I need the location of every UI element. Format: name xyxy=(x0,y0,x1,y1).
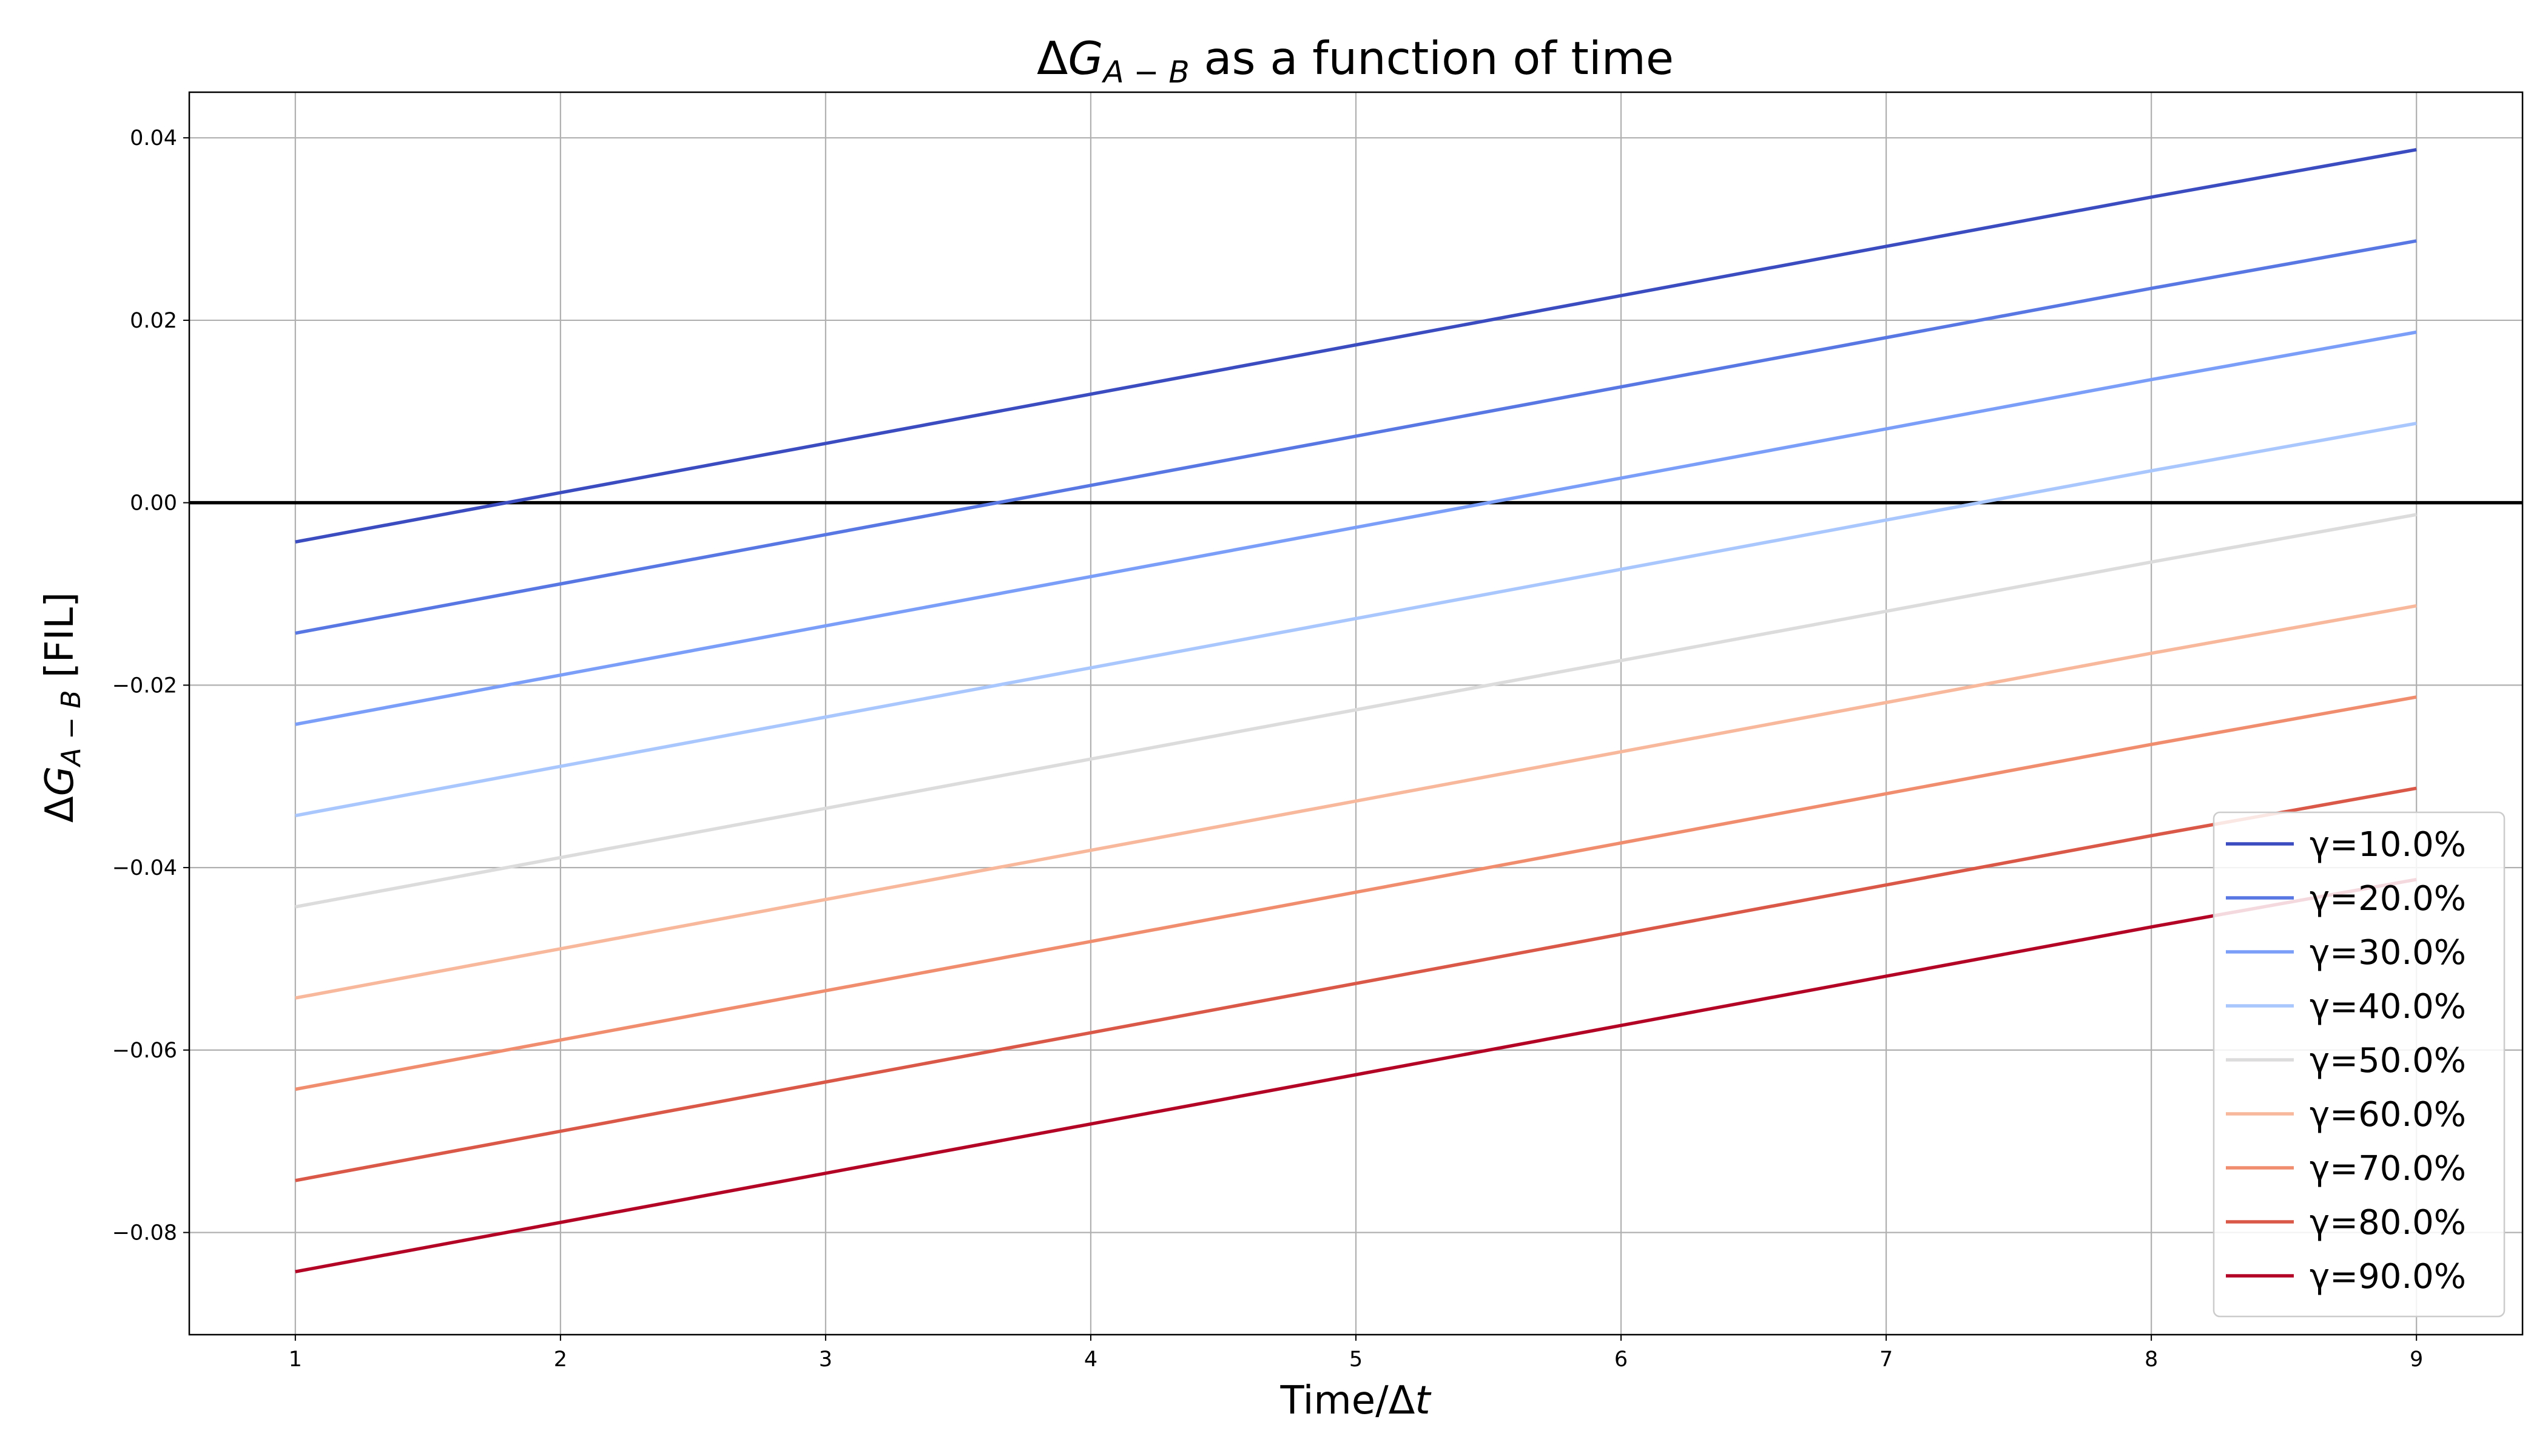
y-tick-label: −0.04 xyxy=(112,856,177,880)
x-tick-label: 7 xyxy=(1879,1347,1893,1372)
y-tick-label: −0.02 xyxy=(112,673,177,698)
legend-label: γ=60.0% xyxy=(2310,1095,2466,1134)
legend-label: γ=10.0% xyxy=(2310,825,2466,864)
y-tick-label: 0.02 xyxy=(130,309,177,333)
y-axis-ticks: 0.04 0.02 0.00 −0.02 −0.04 −0.06 −0.08 xyxy=(112,126,189,1245)
series-line xyxy=(295,877,2417,1273)
x-axis-ticks: 1 2 3 4 5 6 7 8 9 xyxy=(289,1335,2423,1372)
y-axis-title: ΔGA − B [FIL] xyxy=(38,592,87,823)
legend-label: γ=20.0% xyxy=(2310,879,2466,918)
legend-label: γ=40.0% xyxy=(2310,987,2466,1026)
series-lines xyxy=(295,147,2417,1273)
legend-label: γ=30.0% xyxy=(2310,933,2466,972)
series-line xyxy=(295,513,2417,909)
y-tick-label: 0.00 xyxy=(130,491,177,516)
legend: γ=10.0% γ=20.0% γ=30.0% γ=40.0% γ=50.0% γ=60.… xyxy=(2213,811,2506,1318)
series-line xyxy=(295,147,2417,544)
x-tick-label: 1 xyxy=(289,1347,302,1372)
y-tick-label: −0.08 xyxy=(112,1221,177,1245)
x-tick-label: 9 xyxy=(2410,1347,2423,1372)
series-line xyxy=(295,695,2417,1091)
legend-label: γ=50.0% xyxy=(2310,1041,2466,1080)
chart-title: ΔGA − B as a function of time xyxy=(1037,32,1674,90)
legend-label: γ=80.0% xyxy=(2310,1203,2466,1242)
x-axis-title: Time/Δt xyxy=(1279,1378,1432,1423)
grid-lines xyxy=(189,92,2523,1335)
x-tick-label: 8 xyxy=(2145,1347,2158,1372)
x-tick-label: 2 xyxy=(554,1347,567,1372)
x-tick-label: 4 xyxy=(1084,1347,1097,1372)
legend-box xyxy=(2213,811,2506,1318)
x-tick-label: 5 xyxy=(1349,1347,1363,1372)
series-line xyxy=(295,422,2417,818)
series-line xyxy=(295,330,2417,726)
x-tick-label: 3 xyxy=(819,1347,832,1372)
series-line xyxy=(295,786,2417,1182)
y-tick-label: −0.06 xyxy=(112,1039,177,1063)
y-tick-label: 0.04 xyxy=(130,126,177,150)
series-line xyxy=(295,604,2417,1000)
legend-label: γ=70.0% xyxy=(2310,1149,2466,1188)
x-tick-label: 6 xyxy=(1614,1347,1628,1372)
series-line xyxy=(295,239,2417,635)
legend-label: γ=90.0% xyxy=(2310,1257,2466,1296)
